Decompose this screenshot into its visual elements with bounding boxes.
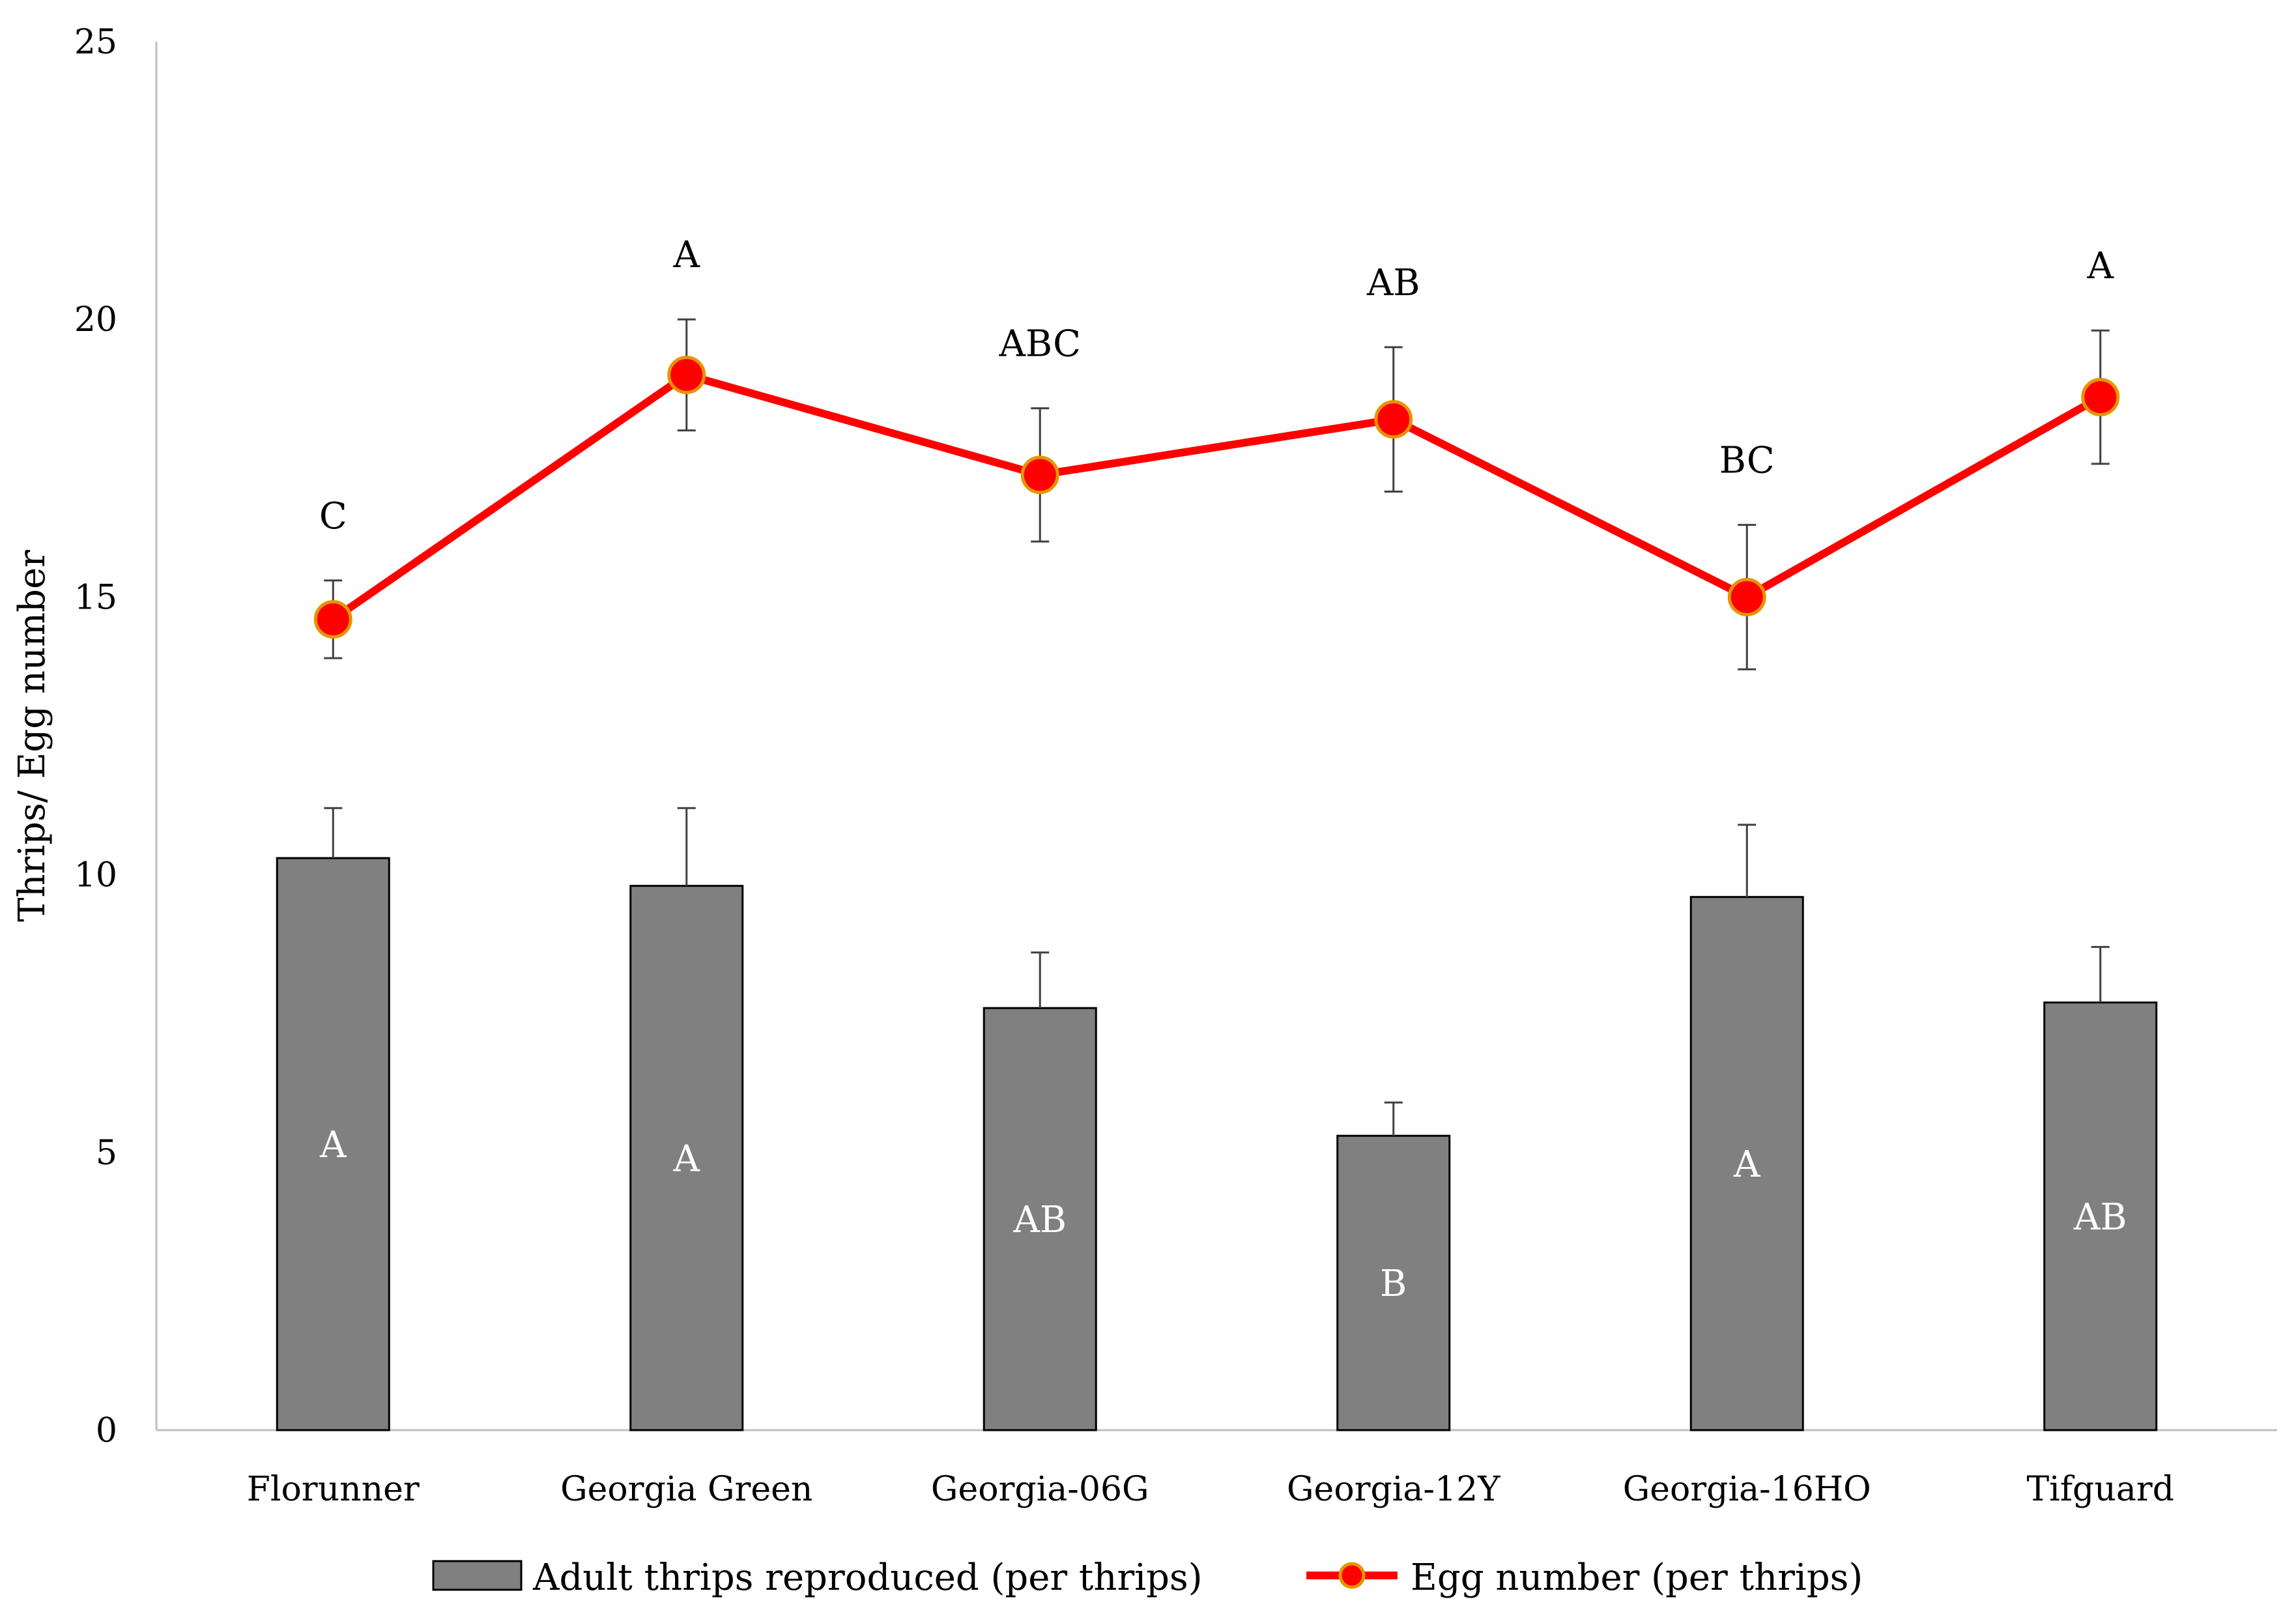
bar-significance-label: A (1733, 1143, 1760, 1186)
line-point (1374, 400, 1413, 439)
bar-significance-label: A (673, 1138, 700, 1180)
bar-significance-label: A (319, 1124, 347, 1166)
legend: Adult thrips reproduced (per thrips) Egg… (432, 1557, 1863, 1599)
y-tick-label: 20 (74, 300, 117, 339)
x-tick-label: Georgia-12Y (1287, 1470, 1500, 1509)
line-significance-label: A (2087, 245, 2114, 287)
x-tick-label: Florunner (247, 1470, 420, 1509)
egg-number-line (330, 371, 2102, 623)
legend-line-marker (1338, 1562, 1366, 1589)
bar-significance-label: AB (2073, 1196, 2127, 1239)
y-tick-label: 5 (96, 1134, 117, 1173)
line-significance-label: AB (1366, 262, 1420, 304)
x-tick-label: Georgia Green (560, 1470, 812, 1509)
line-point (1727, 577, 1766, 616)
x-tick-label: Tifguard (2027, 1470, 2174, 1509)
bar (2043, 1001, 2158, 1431)
legend-bar-label: Adult thrips reproduced (per thrips) (532, 1557, 1203, 1599)
line-point (2081, 378, 2120, 417)
y-tick-label: 15 (74, 578, 117, 617)
line-significance-label: C (319, 495, 347, 538)
line-significance-label: BC (1719, 440, 1775, 482)
y-tick-label: 10 (74, 856, 117, 895)
bar (1689, 896, 1804, 1431)
line-significance-label: A (673, 234, 700, 276)
x-tick-label: Georgia-06G (931, 1470, 1149, 1509)
bar-series: A A AB B A AB (276, 807, 2158, 1431)
axes (155, 42, 2277, 1431)
bar (1336, 1134, 1451, 1431)
legend-line-label: Egg number (per thrips) (1411, 1557, 1863, 1599)
bar-significance-label: AB (1012, 1199, 1067, 1241)
y-tick-label: 25 (74, 23, 117, 62)
line-significance-label: ABC (999, 323, 1081, 366)
line-point (1020, 455, 1059, 495)
y-axis-title: Thrips/ Egg number (11, 550, 53, 922)
bar (629, 885, 744, 1431)
y-tick-label: 0 (96, 1411, 117, 1450)
x-tick-label: Georgia-16HO (1623, 1470, 1871, 1509)
line-series: C A ABC AB BC A (313, 234, 2120, 670)
line-point (313, 599, 352, 639)
line-point (667, 355, 706, 394)
legend-bar-swatch (432, 1560, 523, 1591)
bar (983, 1007, 1097, 1431)
y-axis-ticks: 0 5 10 15 20 25 (74, 23, 117, 1450)
x-axis-tick-labels: Florunner Georgia Green Georgia-06G Georgia… (247, 1470, 2174, 1509)
bar-significance-label: B (1380, 1263, 1407, 1305)
bar (276, 857, 390, 1431)
